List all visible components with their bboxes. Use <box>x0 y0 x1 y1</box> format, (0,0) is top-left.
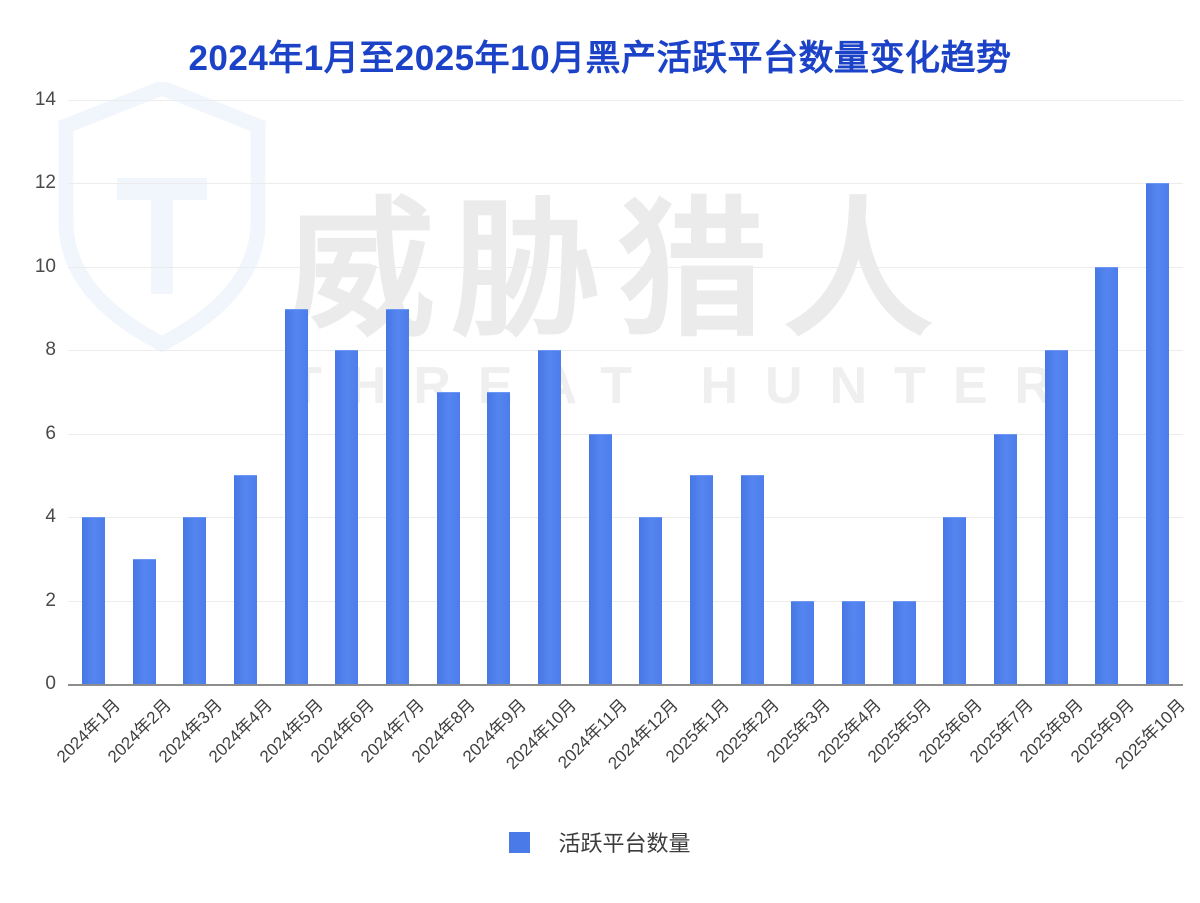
bar[interactable] <box>1095 266 1119 684</box>
y-tick-label: 0 <box>45 673 56 694</box>
gridline-0 <box>68 684 1183 686</box>
x-axis-ticks: 2024年1月 2024年2月 2024年3月 2024年4月 2024年5月 2024年… <box>53 686 1188 806</box>
chart-title: 2024年1月至2025年10月黑产活跃平台数量变化趋势 <box>188 39 1012 78</box>
bar[interactable] <box>943 517 967 684</box>
y-tick-label: 2 <box>45 589 56 611</box>
bar[interactable] <box>233 475 257 684</box>
bar[interactable] <box>436 392 460 684</box>
bar[interactable] <box>690 475 714 684</box>
bar[interactable] <box>183 517 207 684</box>
y-tick-label: 10 <box>34 255 56 277</box>
bar[interactable] <box>487 392 511 684</box>
bar[interactable] <box>284 308 308 684</box>
bar[interactable] <box>588 433 612 684</box>
chart-legend: 活跃平台数量 <box>0 826 1200 858</box>
y-tick-label: 6 <box>45 422 56 444</box>
gridline-6 <box>68 433 1183 435</box>
gridline-14 <box>68 100 1183 101</box>
bar[interactable] <box>537 350 561 684</box>
bar[interactable] <box>132 558 156 684</box>
bar[interactable] <box>639 517 663 684</box>
y-tick-label: 12 <box>34 172 56 194</box>
y-tick-label: 14 <box>34 89 56 110</box>
gridline-4 <box>68 517 1183 519</box>
bar[interactable] <box>1044 350 1068 684</box>
bar[interactable] <box>385 308 409 684</box>
bar[interactable] <box>740 475 764 684</box>
bar[interactable] <box>335 350 359 684</box>
legend-item[interactable]: 活跃平台数量 <box>509 826 691 858</box>
legend-swatch[interactable] <box>509 831 531 853</box>
bar-series <box>68 100 1183 684</box>
gridline-2 <box>68 600 1183 602</box>
legend-label: 活跃平台数量 <box>558 831 691 856</box>
bar[interactable] <box>892 600 916 684</box>
plot-area: 0 2 4 6 8 10 12 14 <box>35 89 1183 694</box>
gridline-10 <box>68 266 1183 268</box>
bar[interactable] <box>994 433 1018 684</box>
gridline-12 <box>68 183 1183 185</box>
y-tick-label: 8 <box>45 339 56 361</box>
bar[interactable] <box>81 517 105 684</box>
bar[interactable] <box>1146 183 1170 684</box>
gridline-8 <box>68 350 1183 352</box>
bar[interactable] <box>842 600 866 684</box>
bar[interactable] <box>791 600 815 684</box>
y-tick-label: 4 <box>45 506 56 528</box>
